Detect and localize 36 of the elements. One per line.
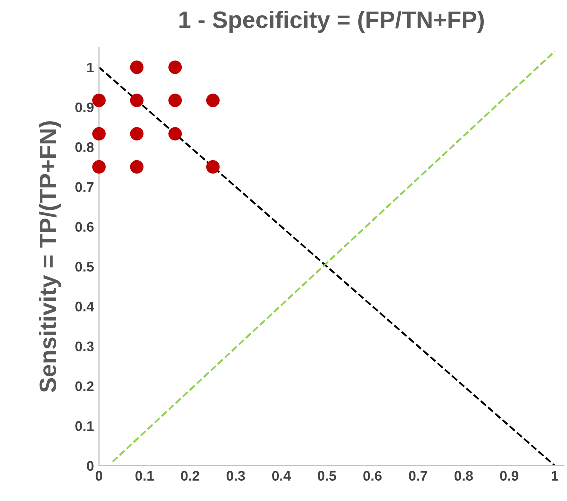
y-axis-title: Sensitivity = TP/(TP+FN) <box>39 121 62 393</box>
point <box>130 60 144 74</box>
x-tick-label: 0.5 <box>318 471 336 481</box>
point <box>168 94 182 108</box>
point <box>168 60 182 74</box>
point <box>206 94 220 108</box>
x-tick-label: 0.4 <box>272 471 292 481</box>
y-tick-label: 1 <box>88 62 94 73</box>
point <box>130 160 144 174</box>
y-tick-label: 0.4 <box>76 302 94 312</box>
point <box>206 160 220 174</box>
point <box>130 94 144 108</box>
point <box>92 127 106 141</box>
x-tick-label: 0.3 <box>226 471 246 482</box>
x-tick-label: 0.8 <box>454 471 474 481</box>
chart-title: 1 - Specificity = (FP/TN+FP) <box>180 11 484 34</box>
y-tick-label: 0.2 <box>76 382 94 392</box>
y-tick-label: 0.8 <box>76 142 94 152</box>
x-tick-label: 1 <box>552 471 559 481</box>
x-tick-label: 0.9 <box>500 471 519 481</box>
y-tick-label: 0.6 <box>76 222 94 232</box>
x-tick-label: 0.2 <box>181 471 200 481</box>
y-tick-label: 0 <box>87 461 94 472</box>
y-tick-label: 0.9 <box>76 102 94 113</box>
point <box>92 94 106 108</box>
x-tick-label: 0.6 <box>364 471 382 481</box>
x-tick-label: 0.1 <box>136 471 154 481</box>
x-tick-label: 0.7 <box>409 471 428 481</box>
y-tick-label: 0.5 <box>76 262 94 272</box>
point <box>92 160 106 174</box>
x-tick-label: 0 <box>96 471 103 481</box>
y-tick-label: 0.1 <box>76 421 94 432</box>
point <box>130 127 144 141</box>
point <box>168 127 182 141</box>
y-tick-label: 0.7 <box>76 182 94 192</box>
y-tick-label: 0.3 <box>76 342 94 352</box>
